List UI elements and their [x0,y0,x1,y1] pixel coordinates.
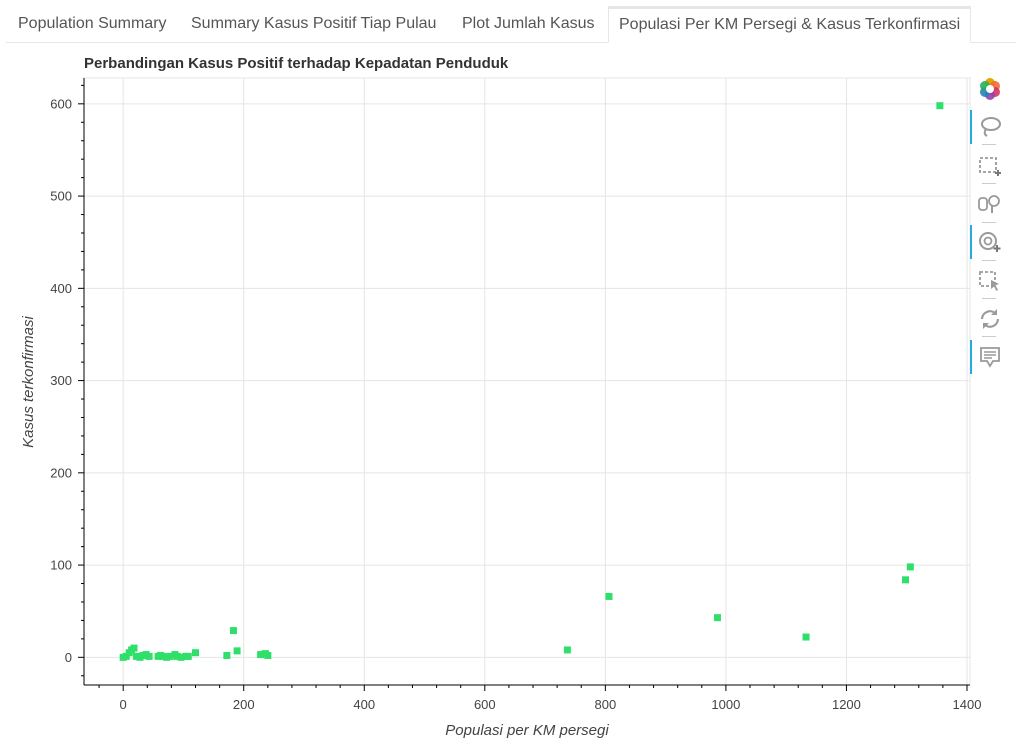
y-tick-label: 100 [50,558,72,573]
tab-summary-kasus-positif[interactable]: Summary Kasus Positif Tiap Pulau [191,15,437,32]
box-select-button[interactable] [970,149,1006,183]
box-select-icon [979,157,1001,176]
y-tick-label: 500 [50,189,72,204]
y-tick-label: 600 [50,96,72,111]
toolbar-separator [982,183,996,184]
data-point [605,592,613,600]
data-point [906,563,914,571]
data-point [233,647,241,655]
reset-icon [980,309,1000,329]
data-point [177,653,185,661]
y-tick-label: 0 [65,650,72,665]
data-point [145,652,153,660]
tap-select-button[interactable] [970,264,1006,298]
plot-toolbar [968,72,1008,392]
x-tick-label: 600 [474,697,496,712]
data-point [713,614,721,622]
hover-button[interactable] [970,340,1006,374]
x-axis-label: Populasi per KM persegi [445,722,609,739]
data-point [257,651,265,659]
bokeh-logo-icon [980,78,1000,100]
x-tick-label: 1000 [711,697,740,712]
y-tick-label: 200 [50,465,72,480]
tab-plot-jumlah-kasus[interactable]: Plot Jumlah Kasus [462,15,595,32]
tab-population-summary[interactable]: Population Summary [18,15,167,32]
data-point [184,652,192,660]
toolbar-separator [982,222,996,223]
wheel-zoom-button[interactable] [970,225,1006,259]
data-point [166,652,174,660]
data-point [122,652,130,660]
x-tick-label: 1200 [832,697,861,712]
x-tick-label: 800 [595,697,617,712]
data-point [902,576,910,584]
lasso-select-icon [981,117,1001,137]
toolbar-separator [982,336,996,337]
plot-area[interactable] [83,77,971,686]
data-points [119,102,944,661]
y-axis-label: Kasus terkonfirmasi [20,315,37,447]
tap-select-icon [979,271,999,291]
data-point [132,652,140,660]
data-point [223,651,231,659]
box-zoom-icon [978,195,1000,213]
tab-bar: Population Summary Summary Kasus Positif… [6,6,1016,43]
data-point [173,652,181,660]
y-tick-label: 400 [50,281,72,296]
bokeh-logo[interactable] [970,72,1006,106]
toolbar-separator [982,144,996,145]
y-tick-label: 300 [50,373,72,388]
gridlines [84,78,970,685]
x-tick-label: 0 [120,697,127,712]
data-point [802,633,810,641]
toolbar-separator [982,298,996,299]
data-point [130,644,138,652]
x-tick-label: 1400 [953,697,982,712]
toolbar-separator [982,260,996,261]
axes: 0 200 400 600 800 1000 1200 1400 0 100 200 300 400 50… [50,78,981,712]
reset-button[interactable] [970,302,1006,336]
x-tick-label: 400 [353,697,375,712]
box-zoom-button[interactable] [970,187,1006,221]
x-tick-label: 200 [233,697,255,712]
chart-title: Perbandingan Kasus Positif terhadap Kepa… [84,55,509,72]
wheel-zoom-icon [979,232,1001,252]
hover-icon [980,347,1000,368]
tab-populasi-per-km[interactable]: Populasi Per KM Persegi & Kasus Terkonfi… [608,6,972,43]
data-point [264,651,272,659]
data-point [159,652,167,660]
data-point [936,102,944,110]
data-point [192,649,200,657]
data-point [229,627,237,635]
lasso-select-button[interactable] [970,110,1006,144]
data-point [163,653,171,661]
data-point [563,646,571,654]
